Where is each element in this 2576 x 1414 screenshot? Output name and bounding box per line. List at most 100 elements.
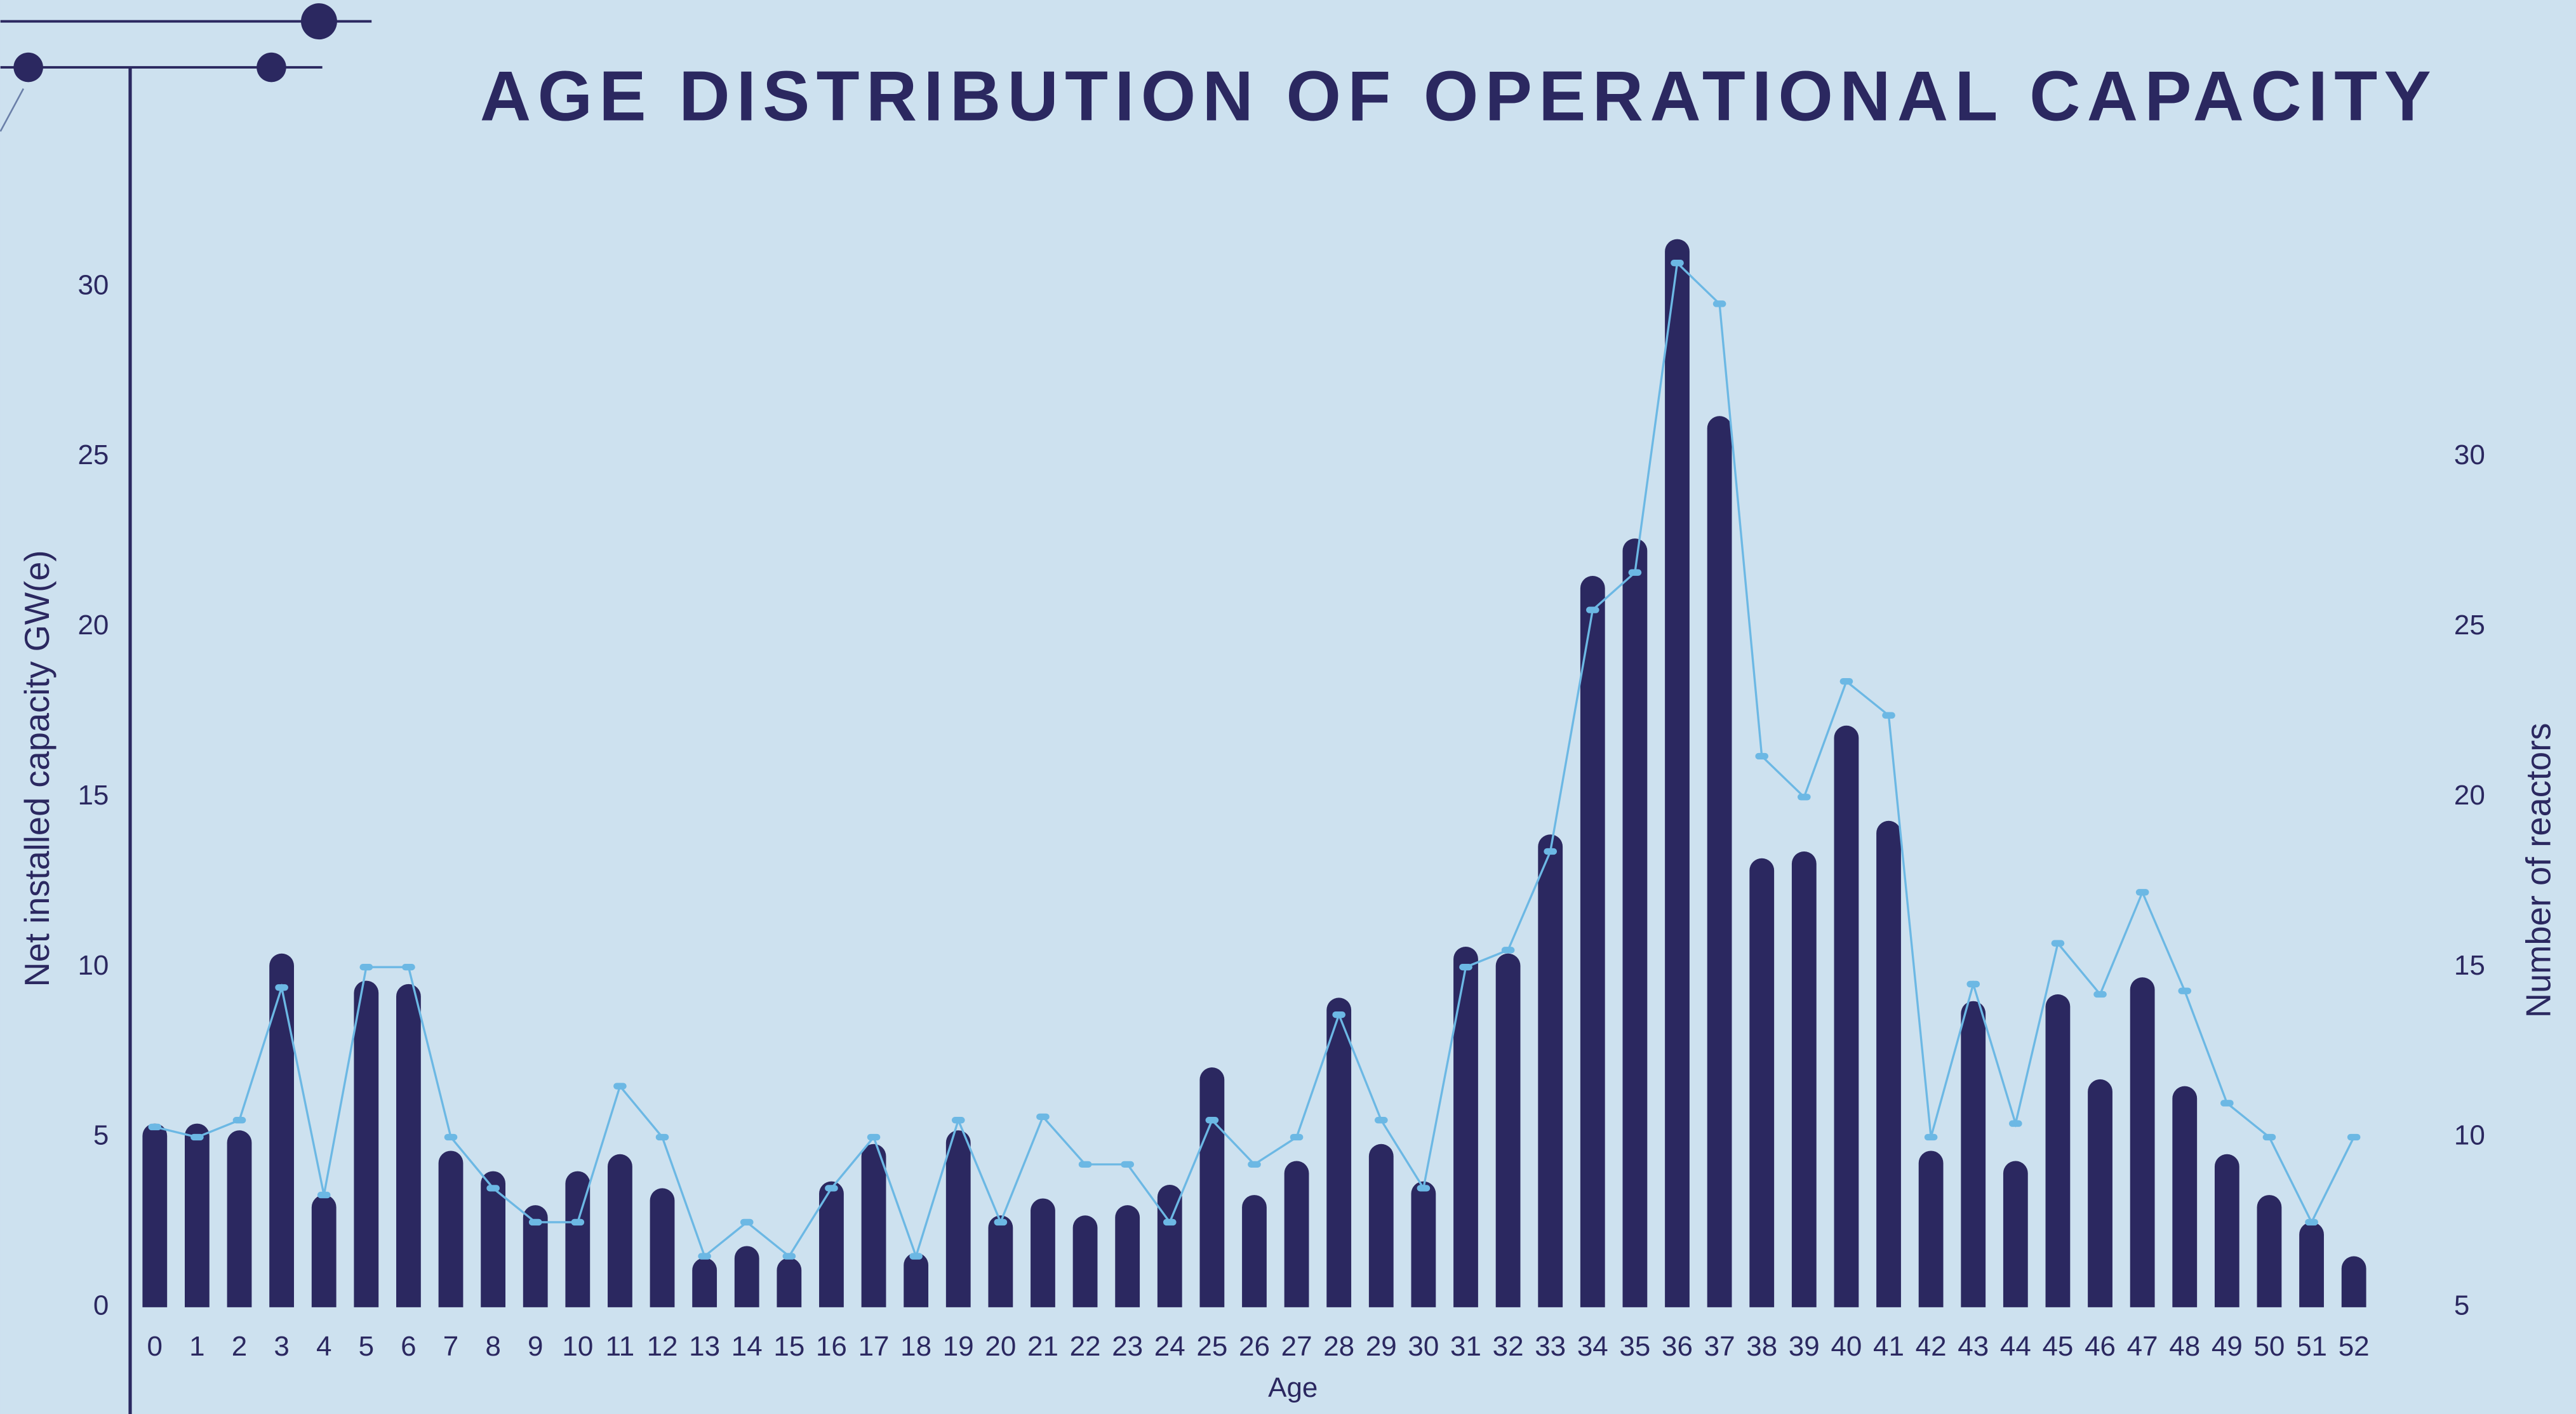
y-tick-label: 0 — [93, 1290, 109, 1321]
line-marker — [1966, 980, 1980, 988]
deco-dot — [13, 52, 43, 83]
x-tick-label: 10 — [562, 1331, 593, 1362]
bar — [988, 1215, 1013, 1307]
bar — [734, 1246, 759, 1307]
line-marker — [1628, 569, 1642, 576]
bar — [1411, 1181, 1436, 1307]
bar — [2088, 1079, 2112, 1307]
y2-tick-label: 30 — [2454, 439, 2485, 470]
line-marker — [444, 1133, 458, 1141]
y2-tick-label: 15 — [2454, 950, 2485, 981]
y-tick-label: 15 — [77, 780, 109, 811]
line-marker — [1121, 1161, 1135, 1168]
line-marker — [1797, 794, 1811, 801]
line-marker — [148, 1123, 162, 1131]
x-tick-label: 30 — [1408, 1331, 1439, 1362]
bar — [438, 1151, 464, 1307]
line-marker — [571, 1218, 585, 1226]
line-marker — [2008, 1120, 2022, 1127]
y-tick-label: 25 — [77, 439, 109, 470]
line-marker — [1839, 677, 1853, 685]
x-tick-label: 48 — [2169, 1331, 2200, 1362]
line-marker — [1290, 1133, 1304, 1141]
deco-line — [0, 88, 25, 132]
x-axis-title: Age — [1268, 1372, 1318, 1403]
bar — [142, 1123, 168, 1307]
x-tick-label: 20 — [985, 1331, 1016, 1362]
bar — [904, 1253, 929, 1307]
bar — [945, 1130, 971, 1307]
x-tick-label: 43 — [1958, 1331, 1989, 1362]
y2-tick-label: 25 — [2454, 610, 2485, 641]
line-marker — [1755, 752, 1769, 760]
line-marker — [317, 1191, 331, 1199]
bar — [1791, 851, 1817, 1307]
bar — [1242, 1195, 1267, 1307]
bar — [2257, 1195, 2282, 1307]
x-tick-label: 2 — [232, 1331, 247, 1362]
x-tick-label: 5 — [359, 1331, 374, 1362]
x-tick-label: 49 — [2212, 1331, 2243, 1362]
line-marker — [994, 1218, 1008, 1226]
bar — [1580, 576, 1605, 1307]
bar — [2341, 1256, 2366, 1307]
line-marker — [613, 1083, 627, 1090]
line-marker — [1459, 963, 1472, 971]
y2-tick-label: 20 — [2454, 780, 2485, 811]
line-marker — [232, 1117, 246, 1124]
x-tick-label: 29 — [1366, 1331, 1397, 1362]
line-marker — [1417, 1185, 1431, 1192]
bar — [1961, 1001, 1986, 1307]
x-tick-label: 1 — [189, 1331, 204, 1362]
bar — [1284, 1161, 1309, 1307]
x-tick-label: 13 — [689, 1331, 720, 1362]
bar — [1665, 239, 1690, 1307]
y-axis-title: Net installed capacity GW(e) — [18, 550, 57, 987]
bar — [2130, 977, 2155, 1307]
bar — [1115, 1205, 1140, 1307]
bar — [1622, 538, 1648, 1307]
line-marker — [2305, 1218, 2318, 1226]
bar — [2172, 1086, 2198, 1307]
line-marker — [1332, 1011, 1346, 1018]
x-tick-label: 7 — [443, 1331, 458, 1362]
x-tick-label: 3 — [274, 1331, 289, 1362]
line-marker — [2135, 889, 2149, 896]
x-tick-label: 16 — [816, 1331, 847, 1362]
x-tick-label: 32 — [1493, 1331, 1524, 1362]
bar — [269, 953, 295, 1307]
line-marker — [2262, 1133, 2276, 1141]
x-tick-label: 40 — [1831, 1331, 1862, 1362]
x-tick-label: 11 — [606, 1331, 635, 1362]
line-marker — [782, 1253, 796, 1260]
x-tick-label: 19 — [943, 1331, 974, 1362]
x-tick-label: 51 — [2296, 1331, 2327, 1362]
x-tick-label: 28 — [1323, 1331, 1354, 1362]
chart-title: AGE DISTRIBUTION OF OPERATIONAL CAPACITY — [480, 57, 2438, 136]
line-marker — [1882, 712, 1895, 719]
line-marker — [867, 1133, 881, 1141]
bar — [1031, 1198, 1055, 1307]
x-tick-label: 33 — [1535, 1331, 1566, 1362]
line-marker — [402, 963, 415, 971]
line-marker — [2220, 1100, 2234, 1107]
bar — [481, 1171, 506, 1307]
x-tick-label: 27 — [1281, 1331, 1312, 1362]
x-tick-label: 34 — [1577, 1331, 1608, 1362]
line-marker — [2051, 940, 2065, 947]
line-marker — [1374, 1117, 1388, 1124]
x-tick-label: 22 — [1070, 1331, 1101, 1362]
x-tick-label: 14 — [731, 1331, 763, 1362]
y2-axis-title: Number of reactors — [2519, 723, 2558, 1018]
line-marker — [1163, 1218, 1177, 1226]
line-marker — [486, 1185, 500, 1192]
line-marker — [1671, 260, 1684, 267]
y-tick-label: 10 — [77, 950, 109, 981]
line-marker — [1585, 606, 1599, 613]
line-marker — [1078, 1161, 1092, 1168]
bar — [1707, 416, 1732, 1307]
bar — [1326, 997, 1352, 1307]
x-tick-label: 46 — [2085, 1331, 2116, 1362]
